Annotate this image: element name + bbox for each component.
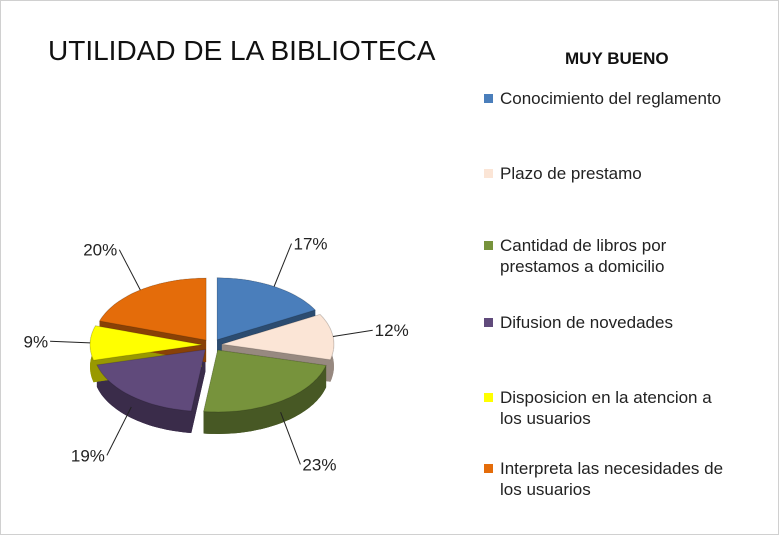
legend-swatch xyxy=(484,393,493,402)
slice xyxy=(96,348,207,412)
legend-item: Interpreta las necesidades de los usuari… xyxy=(484,458,734,500)
leader-line xyxy=(50,340,91,344)
leader-line xyxy=(118,249,141,291)
legend-swatch xyxy=(484,318,493,327)
data-label: 12% xyxy=(375,321,409,340)
legend-label: Plazo de prestamo xyxy=(500,164,642,183)
legend-item: Plazo de prestamo xyxy=(484,163,734,184)
leader-line xyxy=(106,406,132,456)
legend-item: Difusion de novedades xyxy=(484,312,734,333)
legend-label: Difusion de novedades xyxy=(500,313,673,332)
legend-item: Conocimiento del reglamento xyxy=(484,88,734,109)
data-label: 20% xyxy=(83,241,117,260)
data-label: 9% xyxy=(24,332,49,351)
chart-subtitle: MUY BUENO xyxy=(565,49,669,68)
legend-item: Cantidad de libros por prestamos a domic… xyxy=(484,235,734,277)
legend-label: Interpreta las necesidades de los usuari… xyxy=(500,459,724,499)
slice-side xyxy=(96,364,192,433)
leader-line xyxy=(280,412,301,465)
data-label: 19% xyxy=(71,446,105,465)
legend-swatch xyxy=(484,169,493,178)
legend-item: Disposicion en la atencion a los usuario… xyxy=(484,387,734,429)
leader-line xyxy=(273,243,292,287)
data-label: 17% xyxy=(294,235,328,254)
legend-label: Disposicion en la atencion a los usuario… xyxy=(500,388,712,428)
slice xyxy=(202,349,327,413)
leader-line xyxy=(332,329,373,337)
legend-swatch xyxy=(484,241,493,250)
data-label: 23% xyxy=(302,455,336,474)
legend-label: Conocimiento del reglamento xyxy=(500,89,722,108)
legend-swatch xyxy=(484,94,493,103)
legend-swatch xyxy=(484,464,493,473)
chart-title: UTILIDAD DE LA BIBLIOTECA xyxy=(48,35,436,66)
slice-side xyxy=(203,365,327,434)
legend-label: Cantidad de libros por prestamos a domic… xyxy=(500,236,667,276)
